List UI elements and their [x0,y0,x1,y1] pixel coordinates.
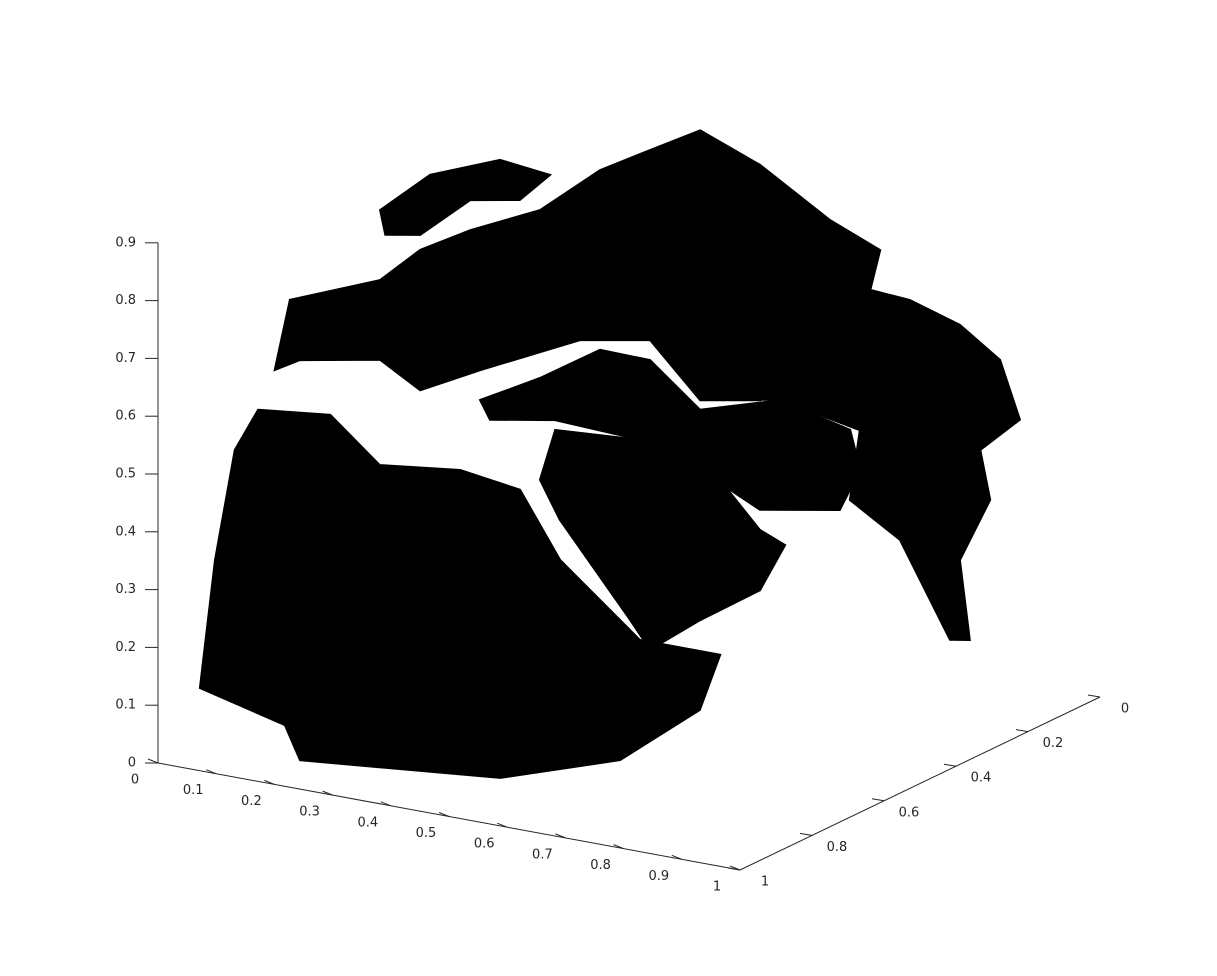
y-tick [943,763,957,767]
y-tick-label: 0.2 [1043,736,1064,751]
x-tick-label: 0.9 [648,869,669,884]
x-tick [322,790,333,796]
x-tick-label: 0.4 [357,815,378,830]
x-tick [671,854,682,860]
x-tick [147,758,159,764]
y-tick-label: 0.6 [899,805,920,820]
x-tick [555,833,566,839]
z-tick-label: 0.8 [115,293,136,308]
x-tick [380,801,391,807]
z-tick-label: 0.9 [115,235,136,250]
y-tick [1087,694,1101,698]
y-tick [727,867,741,871]
x-tick [206,769,217,775]
x-tick-label: 0.1 [183,783,204,798]
point-cloud-region [378,158,553,236]
x-tick-label: 0.2 [241,794,262,809]
x-tick-label: 0.6 [474,837,495,852]
z-tick-label: 0.5 [115,467,136,482]
point-cloud-region [759,163,1022,642]
y-tick-label: 0.4 [971,771,992,786]
x-tick-label: 0.7 [532,847,553,862]
x-tick-label: 0.3 [299,805,320,820]
z-tick-label: 0.1 [115,698,136,713]
y-tick [1015,729,1029,733]
y-tick [871,798,885,802]
x-tick [497,822,508,828]
y-tick-label: 0.8 [827,840,848,855]
x-tick [264,779,275,785]
y-axis [739,696,1101,871]
x-tick-label: 0 [131,773,139,788]
y-tick-label: 1 [761,875,769,890]
x-tick [613,844,624,850]
z-tick-label: 0.2 [115,640,136,655]
z-tick-label: 0.7 [115,351,136,366]
x-tick-label: 1 [713,880,721,895]
y-tick-label: 0 [1121,702,1129,717]
z-tick-label: 0 [128,756,136,771]
x-tick-label: 0.8 [590,858,611,873]
z-tick-label: 0.3 [115,582,136,597]
x-tick [438,812,450,817]
y-tick [799,832,813,836]
x-tick-label: 0.5 [416,826,437,841]
point-cloud-region [198,408,722,779]
z-tick-label: 0.4 [115,524,136,539]
z-tick-label: 0.6 [115,409,136,424]
